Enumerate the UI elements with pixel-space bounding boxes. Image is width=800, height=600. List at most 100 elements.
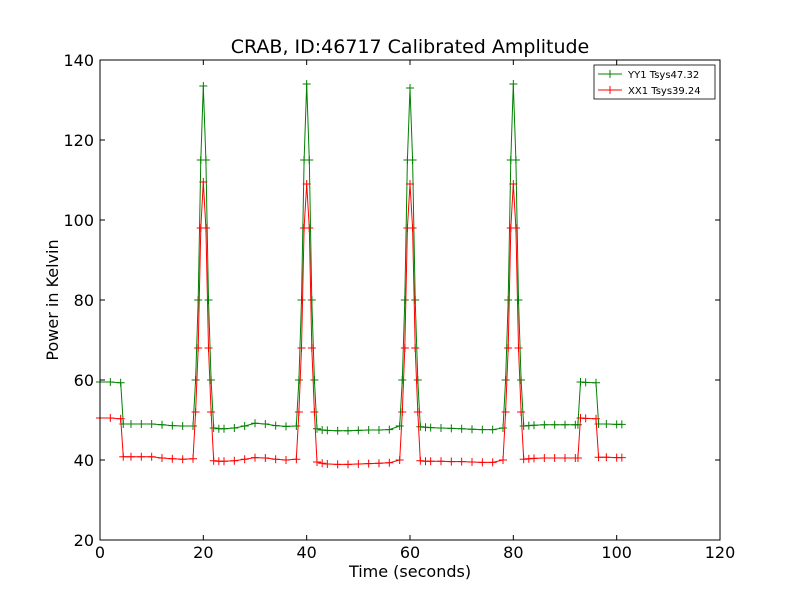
- data-point: [488, 458, 497, 467]
- data-point: [333, 426, 342, 435]
- data-point: [137, 420, 146, 428]
- data-point: [395, 422, 404, 430]
- data-point: [573, 420, 582, 429]
- data-point: [514, 296, 523, 304]
- data-point: [106, 414, 115, 422]
- data-point: [191, 376, 200, 384]
- data-point: [406, 84, 414, 92]
- data-point: [230, 456, 239, 465]
- x-tick-label: 80: [503, 543, 523, 562]
- data-point: [220, 424, 228, 433]
- data-point: [194, 296, 203, 304]
- y-axis-label: Power in Kelvin: [43, 239, 62, 360]
- data-point: [395, 456, 404, 464]
- data-point: [271, 455, 280, 464]
- data-point: [201, 156, 210, 164]
- data-point: [302, 180, 311, 188]
- data-point: [189, 454, 197, 463]
- data-point: [313, 458, 321, 466]
- data-point: [400, 296, 409, 304]
- data-point: [261, 420, 270, 428]
- data-point: [573, 454, 582, 462]
- data-point: [310, 408, 319, 416]
- x-tick-label: 100: [601, 543, 632, 562]
- data-point: [201, 224, 210, 232]
- data-point: [511, 224, 520, 232]
- data-point: [364, 459, 373, 468]
- legend-label: YY1 Tsys47.32: [627, 70, 699, 81]
- data-point: [447, 424, 456, 433]
- data-point: [240, 422, 249, 430]
- data-point: [408, 224, 417, 232]
- data-point: [230, 424, 239, 432]
- data-point: [191, 408, 200, 416]
- data-point: [499, 456, 507, 464]
- data-point: [488, 425, 497, 434]
- data-point: [310, 376, 319, 384]
- data-point: [478, 458, 487, 467]
- data-point: [282, 422, 290, 431]
- data-point: [437, 457, 445, 466]
- data-point: [592, 414, 600, 423]
- data-point: [294, 408, 303, 416]
- data-point: [158, 420, 166, 429]
- data-point: [307, 296, 316, 304]
- data-point: [550, 420, 559, 429]
- data-point: [468, 425, 476, 434]
- data-point: [517, 376, 526, 384]
- data-point: [194, 344, 203, 352]
- data-point: [509, 180, 518, 188]
- data-point: [282, 456, 290, 464]
- data-point: [602, 453, 611, 462]
- data-point: [307, 344, 316, 352]
- data-point: [251, 453, 259, 462]
- data-point: [504, 296, 513, 304]
- x-tick-label: 40: [296, 543, 316, 562]
- data-point: [116, 378, 125, 387]
- data-point: [292, 422, 301, 430]
- data-point: [137, 452, 146, 461]
- data-point: [318, 459, 327, 468]
- y-tick-label: 60: [74, 371, 94, 390]
- data-point: [344, 426, 352, 435]
- data-point: [413, 408, 422, 416]
- data-point: [581, 378, 590, 387]
- data-point: [207, 376, 216, 384]
- data-point: [305, 224, 314, 232]
- series-line: [100, 181, 622, 465]
- data-point: [581, 414, 590, 423]
- data-point: [457, 424, 466, 433]
- data-point: [408, 156, 417, 164]
- data-point: [406, 180, 414, 188]
- x-tick-label: 120: [705, 543, 736, 562]
- data-point: [437, 424, 445, 432]
- data-point: [501, 408, 510, 416]
- data-point: [292, 455, 301, 464]
- data-point: [400, 344, 409, 352]
- x-tick-label: 60: [400, 543, 420, 562]
- data-point: [411, 296, 420, 304]
- y-tick-label: 40: [74, 451, 94, 470]
- data-point: [168, 421, 177, 430]
- data-point: [561, 420, 569, 429]
- data-point: [204, 296, 213, 304]
- data-point: [354, 460, 363, 468]
- chart-title: CRAB, ID:46717 Calibrated Amplitude: [231, 36, 590, 58]
- series-line: [100, 83, 622, 432]
- legend: YY1 Tsys47.32 XX1 Tsys39.24: [593, 64, 716, 100]
- x-tick-label: 20: [193, 543, 213, 562]
- data-point: [261, 454, 270, 462]
- data-point: [602, 420, 611, 428]
- data-point: [426, 457, 435, 466]
- data-point: [106, 378, 115, 386]
- data-point: [302, 80, 311, 88]
- data-point: [457, 457, 466, 466]
- x-tick-label: 0: [95, 543, 105, 562]
- data-point: [147, 420, 156, 428]
- data-point: [333, 460, 342, 469]
- data-point: [294, 376, 303, 384]
- data-point: [617, 453, 626, 462]
- data-point: [189, 422, 197, 430]
